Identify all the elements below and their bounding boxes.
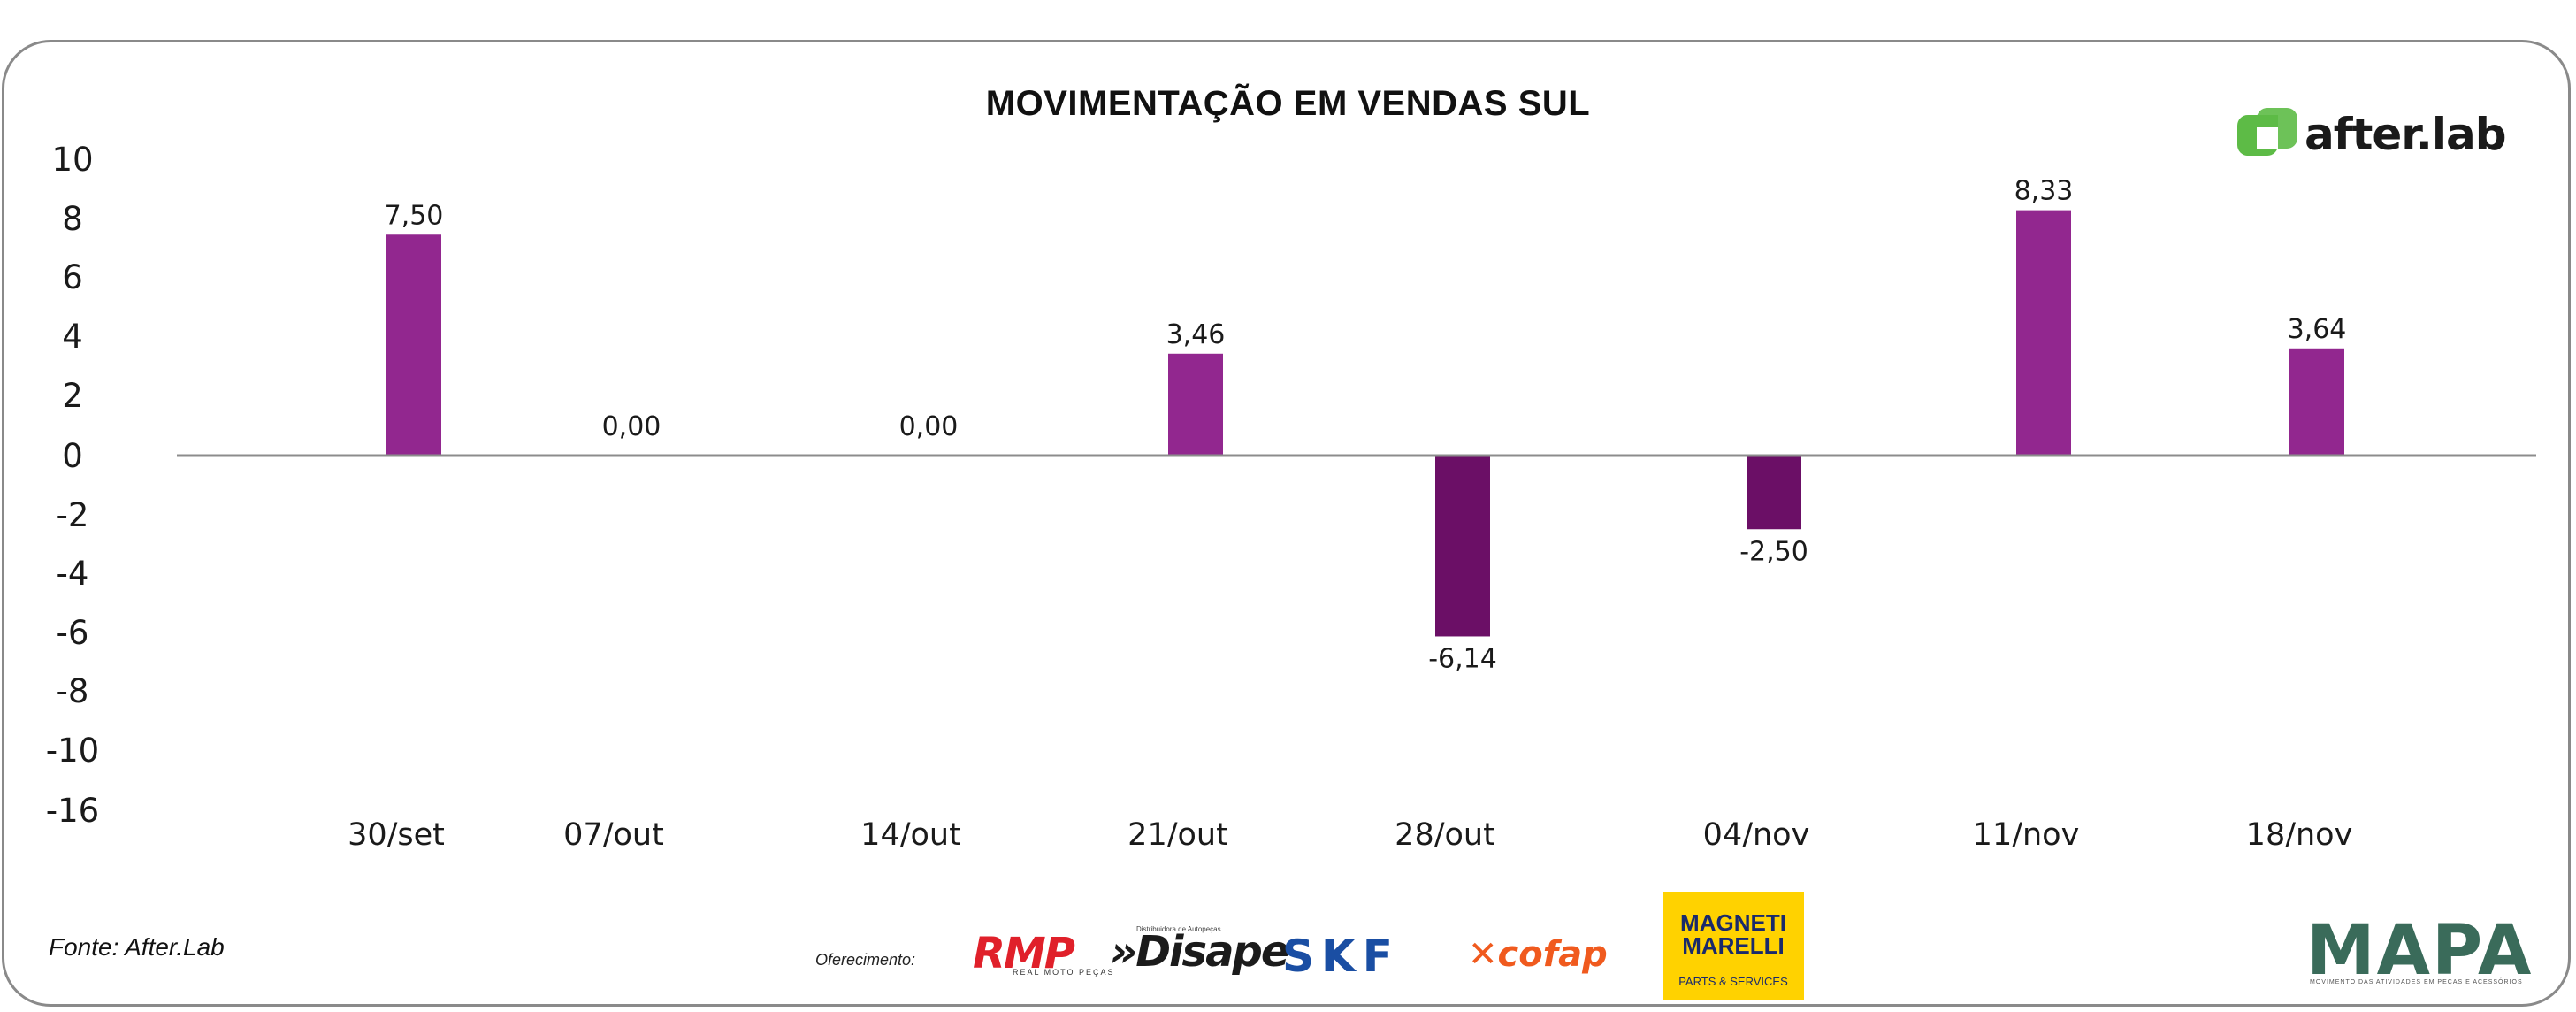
y-tick-label: -2 xyxy=(57,496,89,534)
bars xyxy=(386,210,2344,637)
sponsor-label: Oferecimento: xyxy=(815,951,916,969)
data-label: 3,64 xyxy=(2288,314,2347,345)
after-lab-logo-icon xyxy=(2237,108,2299,161)
skf-logo: SKF xyxy=(1282,931,1400,982)
x-category-label: 30/set xyxy=(348,817,445,853)
x-category-label: 18/nov xyxy=(2246,817,2353,853)
data-label: 7,50 xyxy=(385,200,444,231)
data-label: 0,00 xyxy=(899,411,959,442)
magneti-subtitle: PARTS & SERVICES xyxy=(1678,975,1788,988)
data-label: -2,50 xyxy=(1739,536,1808,567)
disape-logo: »Disape xyxy=(1110,927,1289,977)
data-labels: 7,50 0,00 0,00 3,46 -6,14 -2,50 8,33 3,64 xyxy=(385,176,2347,675)
data-label: 8,33 xyxy=(2014,176,2074,207)
chart-frame xyxy=(2,40,2571,1007)
y-tick-label: -4 xyxy=(57,555,89,593)
magneti-line2: MARELLI xyxy=(1682,932,1785,959)
chart-title: MOVIMENTAÇÃO EM VENDAS SUL xyxy=(985,84,1591,123)
data-label: 3,46 xyxy=(1166,319,1226,350)
source-note: Fonte: After.Lab xyxy=(49,933,225,961)
y-axis-ticks: 10 8 6 4 2 0 -2 -4 -6 -8 -10 -16 xyxy=(46,141,99,830)
disape-logo-subtitle: Distribuidora de Autopeças xyxy=(1136,925,1221,933)
magneti-marelli-logo: MAGNETI MARELLI PARTS & SERVICES xyxy=(1663,892,1804,1000)
y-tick-label: -8 xyxy=(57,672,89,710)
mapa-logo: MAPA xyxy=(2306,911,2534,991)
x-category-label: 21/out xyxy=(1127,817,1228,853)
magneti-line1: MAGNETI xyxy=(1680,909,1786,936)
after-lab-logo: after.lab xyxy=(2237,108,2506,161)
x-category-label: 11/nov xyxy=(1973,817,2080,853)
y-tick-label: 8 xyxy=(62,200,83,238)
y-tick-label: -10 xyxy=(46,732,99,770)
after-lab-logo-text: after.lab xyxy=(2305,109,2506,160)
rmp-logo: RMP xyxy=(973,929,1075,978)
x-category-label: 07/out xyxy=(563,817,664,853)
y-tick-label: 2 xyxy=(62,377,83,415)
bar xyxy=(386,234,441,456)
y-tick-label: -6 xyxy=(57,614,89,652)
y-tick-label: 10 xyxy=(51,141,93,179)
x-axis-categories: 30/set 07/out 14/out 21/out 28/out 04/nov 11/n… xyxy=(348,817,2352,853)
x-category-label: 28/out xyxy=(1395,817,1495,853)
x-category-label: 14/out xyxy=(860,817,961,853)
bar xyxy=(1168,353,1223,456)
bar xyxy=(1435,456,1490,637)
rmp-logo-subtitle: REAL MOTO PEÇAS xyxy=(1013,968,1115,977)
data-label: 0,00 xyxy=(602,411,661,442)
mapa-logo-subtitle: MOVIMENTO DAS ATIVIDADES EM PEÇAS E ACES… xyxy=(2310,979,2523,985)
y-tick-label: 4 xyxy=(62,318,83,356)
y-tick-label: 6 xyxy=(62,258,83,296)
bar-chart: 10 8 6 4 2 0 -2 -4 -6 -8 -10 -16 7,50 0,00 0,00 3,46 -6… xyxy=(46,141,2536,853)
bar xyxy=(2016,210,2071,456)
y-tick-label: -16 xyxy=(46,792,99,830)
bar xyxy=(2289,348,2344,456)
bar xyxy=(1747,456,1801,530)
x-category-label: 04/nov xyxy=(1703,817,1810,853)
y-tick-label: 0 xyxy=(62,437,83,475)
cofap-logo: ✕cofap xyxy=(1468,934,1608,975)
data-label: -6,14 xyxy=(1428,643,1497,674)
